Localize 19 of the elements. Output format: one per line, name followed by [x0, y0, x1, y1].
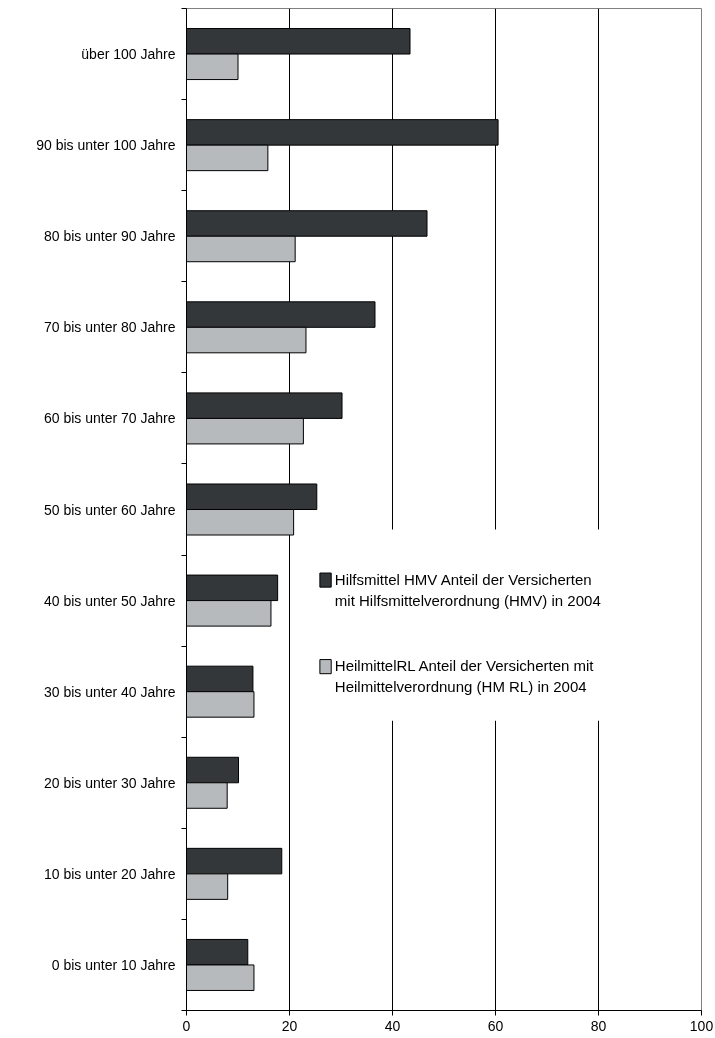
x-tick-label: 100	[689, 1017, 714, 1034]
x-tick-label: 80	[590, 1017, 607, 1034]
x-tick-label: 60	[487, 1017, 504, 1034]
y-tick-label: 40 bis unter 50 Jahre	[43, 592, 176, 609]
x-tick-label: 40	[384, 1017, 401, 1034]
y-tick-label: 0 bis unter 10 Jahre	[51, 956, 176, 973]
legend-label: Hilfsmittel HMV Anteil der Versicherten mit Hilfsmittelverordnung (HMV) in 2004	[334, 570, 601, 609]
x-tick-label: 0	[182, 1017, 191, 1034]
y-tick-label: 90 bis unter 100 Jahre	[36, 137, 176, 154]
legend-label: HeilmittelRL Anteil der Versicherten mit Heilmittelverordnung (HM RL) in 2004	[334, 657, 595, 696]
y-tick-label: 50 bis unter 60 Jahre	[43, 501, 176, 518]
y-tick-label: 20 bis unter 30 Jahre	[43, 774, 176, 791]
y-tick-label: 10 bis unter 20 Jahre	[43, 865, 176, 882]
y-tick-label: 30 bis unter 40 Jahre	[43, 683, 176, 700]
y-tick-label: 60 bis unter 70 Jahre	[43, 410, 176, 427]
y-tick-label: über 100 Jahre	[81, 46, 176, 63]
x-tick-label: 20	[281, 1017, 298, 1034]
y-tick-label: 80 bis unter 90 Jahre	[43, 228, 176, 245]
y-tick-label: 70 bis unter 80 Jahre	[43, 319, 176, 336]
